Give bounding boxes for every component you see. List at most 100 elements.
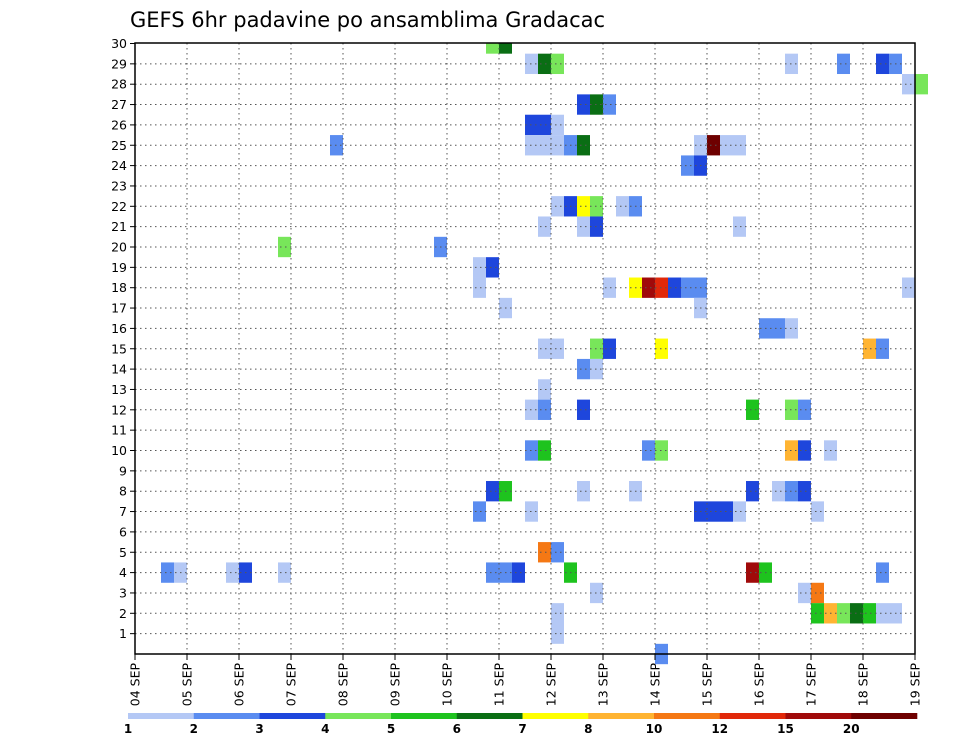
- y-tick-label: 23: [111, 178, 127, 193]
- y-tick-label: 5: [119, 545, 127, 560]
- y-tick-label: 30: [111, 36, 127, 51]
- heatmap-cell: [772, 318, 785, 339]
- heatmap-cell: [551, 196, 564, 217]
- y-tick-label: 13: [111, 382, 127, 397]
- colorbar-label: 8: [584, 722, 592, 736]
- y-tick-label: 17: [111, 301, 127, 316]
- heatmap-cell: [811, 603, 824, 624]
- heatmap-cell: [551, 338, 564, 359]
- y-tick-label: 9: [119, 463, 127, 478]
- x-tick-label: 05 SEP: [180, 663, 195, 707]
- heatmap-cell: [486, 43, 499, 54]
- heatmap-cell: [876, 53, 889, 75]
- y-tick-label: 1: [119, 626, 127, 641]
- heatmap-cell: [551, 135, 564, 156]
- colorbar-segment: [522, 713, 589, 719]
- heatmap-cell: [837, 603, 850, 624]
- y-tick-label: 20: [111, 240, 127, 255]
- heatmap-cell: [733, 135, 746, 156]
- x-tick-label: 18 SEP: [856, 663, 871, 707]
- heatmap-cell: [512, 562, 525, 583]
- heatmap-cell: [499, 43, 512, 54]
- heatmap-cell: [577, 196, 590, 217]
- heatmap-cell: [707, 501, 720, 522]
- colorbar-label: 5: [387, 722, 395, 736]
- heatmap-cell: [577, 481, 590, 502]
- heatmap-cell: [551, 542, 564, 563]
- colorbar-segment: [719, 713, 786, 719]
- heatmap-cell: [811, 501, 824, 522]
- heatmap-cell: [226, 562, 239, 583]
- heatmap-cell: [798, 582, 811, 604]
- heatmap-cells: [161, 43, 928, 665]
- heatmap-cell: [551, 603, 564, 624]
- heatmap-cell: [551, 114, 564, 136]
- heatmap-cell: [538, 379, 551, 400]
- y-tick-label: 8: [119, 484, 127, 499]
- heatmap-cell: [278, 236, 291, 258]
- colorbar-segment: [654, 713, 721, 719]
- heatmap-cell: [577, 358, 590, 380]
- y-tick-label: 14: [111, 362, 127, 377]
- y-tick-label: 12: [111, 402, 127, 417]
- heatmap-cell: [473, 277, 486, 298]
- heatmap-cell: [538, 135, 551, 156]
- colorbar-label: 20: [843, 722, 860, 736]
- heatmap-cell: [733, 216, 746, 237]
- y-axis: 1234567891011121314151617181920212223242…: [111, 36, 135, 641]
- heatmap-cell: [876, 338, 889, 359]
- y-tick-label: 24: [111, 158, 127, 173]
- colorbar-segment: [325, 713, 392, 719]
- x-tick-label: 19 SEP: [908, 663, 923, 707]
- heatmap-cell: [538, 338, 551, 359]
- colorbar-segment: [785, 713, 852, 719]
- colorbar-label: 4: [321, 722, 329, 736]
- heatmap-cell: [577, 216, 590, 237]
- heatmap-cell: [538, 53, 551, 75]
- colorbar-label: 15: [777, 722, 794, 736]
- heatmap-cell: [876, 562, 889, 583]
- heatmap-cell: [577, 94, 590, 115]
- x-axis: 04 SEP 05 SEP 06 SEP 07 SEP 08 SEP 09 SEP 10 S…: [128, 654, 923, 706]
- x-tick-label: 13 SEP: [596, 663, 611, 707]
- grid-lines: [135, 43, 915, 654]
- heatmap-cell: [486, 257, 499, 278]
- heatmap-cell: [616, 196, 629, 217]
- x-tick-label: 04 SEP: [128, 663, 143, 707]
- x-tick-label: 08 SEP: [336, 663, 351, 707]
- x-tick-label: 07 SEP: [284, 663, 299, 707]
- heatmap-cell: [876, 603, 889, 624]
- colorbar-segment: [259, 713, 326, 719]
- heatmap-cell: [811, 582, 824, 604]
- x-tick-label: 11 SEP: [492, 663, 507, 707]
- heatmap-cell: [486, 481, 499, 502]
- heatmap-cell: [473, 257, 486, 278]
- colorbar-label: 3: [255, 722, 263, 736]
- y-tick-label: 3: [119, 585, 127, 600]
- y-tick-label: 11: [111, 423, 127, 438]
- heatmap-cell: [603, 94, 616, 115]
- y-tick-label: 28: [111, 77, 127, 92]
- x-tick-label: 16 SEP: [752, 663, 767, 707]
- heatmap-cell: [681, 155, 694, 176]
- heatmap-cell: [278, 562, 291, 583]
- y-tick-label: 19: [111, 260, 127, 275]
- heatmap-cell: [746, 399, 759, 420]
- heatmap-cell: [577, 399, 590, 420]
- y-tick-label: 29: [111, 56, 127, 71]
- heatmap-cell: [798, 440, 811, 461]
- heatmap-cell: [551, 623, 564, 644]
- heatmap-cell: [603, 277, 616, 298]
- heatmap-cell: [603, 338, 616, 359]
- heatmap-cell: [746, 481, 759, 502]
- y-tick-label: 6: [119, 524, 127, 539]
- y-tick-label: 25: [111, 138, 127, 153]
- y-tick-label: 7: [119, 504, 127, 519]
- y-tick-label: 10: [111, 443, 127, 458]
- y-tick-label: 21: [111, 219, 127, 234]
- heatmap-cell: [538, 216, 551, 237]
- y-tick-label: 18: [111, 280, 127, 295]
- heatmap-cell: [161, 562, 174, 583]
- heatmap-cell: [707, 135, 720, 156]
